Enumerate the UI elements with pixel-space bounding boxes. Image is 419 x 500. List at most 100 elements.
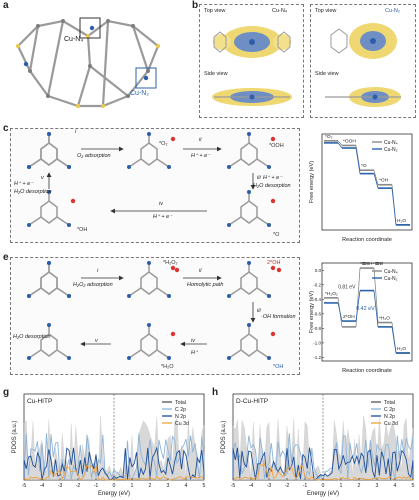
c-step-iv-num: iv [159, 201, 163, 207]
x-axis-label: Energy (eV) [307, 491, 339, 497]
legend-label: Total [175, 400, 186, 406]
top-view-label: Top view [204, 8, 226, 14]
c-step-v-text: H⁺ + e⁻ [14, 181, 34, 187]
y-axis-label: PDOS (a.u.) [221, 421, 227, 454]
legend-label: Total [384, 400, 395, 406]
x-tick-label: 4 [394, 483, 397, 489]
x-tick-label: 3 [376, 483, 379, 489]
y-tick-label: -1.0 [313, 340, 321, 345]
state-label: *O₂ [325, 134, 333, 140]
pdos-d-cu-hitp-chart: -5 -4 -3 -2 -1 0 1 2 3 4 5 Energy (eV) PDOS (a.u.) D-… [221, 393, 415, 497]
e-step-v-text: H₂O desorption [13, 334, 51, 340]
species-o2: *O₂ [159, 141, 168, 147]
legend-label: C 2p [175, 407, 186, 413]
c-step-iv-text: H⁺ + e⁻ [153, 214, 173, 220]
side-view-density-image [212, 88, 292, 106]
orr-mechanism-scheme: i O₂ adsorption *O₂ ii H⁺ + e⁻ *OOH iii … [10, 128, 300, 243]
x-tick-label: -5 [22, 483, 27, 489]
species-oh: *OH [273, 364, 284, 370]
state-label: *OOH [343, 138, 356, 144]
x-axis-label: Reaction coordinate [342, 368, 392, 374]
free-energy-h2o2-chart: *H₂O₂ 2*OH *OH+·OH *H₂O H₂O 0.0 -0.2 -0.4 -0.6 -0… [309, 261, 413, 374]
energy-connector [391, 188, 397, 225]
chart-title: D-Cu-HITP [236, 398, 268, 405]
e-step-v-num: v [95, 338, 98, 344]
y-tick-label: -0.4 [313, 297, 321, 302]
charge-density-cu-n4: Top view Cu-N₄ Side view [199, 4, 304, 118]
x-tick-label: -4 [40, 483, 45, 489]
species-ooh: *OOH [269, 143, 284, 149]
x-axis-label: Reaction coordinate [342, 237, 392, 243]
energy-connector [373, 268, 379, 323]
panel-label-g: g [3, 387, 10, 398]
c-step-i-num: i [75, 129, 77, 135]
state-label: *OH+·OH [361, 261, 382, 267]
annotation-peak: *OH + ·OH [360, 261, 384, 267]
cu-n2-site-label: Cu-N₂ [130, 90, 150, 97]
plot-frame [321, 262, 413, 362]
x-tick-label: 5 [412, 483, 415, 489]
x-tick-label: -2 [76, 483, 81, 489]
chart-title: Cu-HITP [27, 398, 52, 405]
y-tick-label: -0.6 [313, 311, 321, 316]
x-tick-label: 1 [340, 483, 343, 489]
x-tick-label: -3 [58, 483, 63, 489]
x-tick-label: 4 [185, 483, 188, 489]
state-label: *H₂O₂ [325, 291, 338, 297]
species-2oh: 2*OH [267, 260, 281, 266]
c-step-iii-text: H⁺ + e⁻ [263, 175, 283, 181]
legend-label: Cu-N₂ [384, 147, 398, 153]
top-view-label: Top view [315, 8, 337, 14]
legend-label: N 2p [384, 414, 395, 420]
e-step-iv-text: H⁺ [191, 350, 198, 356]
x-axis-label: Energy (eV) [98, 491, 130, 497]
state-label: *H₂O [379, 316, 390, 322]
c-step-v-num: v [41, 175, 44, 181]
x-tick-label: 1 [131, 483, 134, 489]
x-tick-label: 2 [358, 483, 361, 489]
side-view-label: Side view [204, 71, 228, 77]
energy-connector [355, 290, 361, 322]
panel-label-b: b [192, 0, 199, 11]
y-tick-label: 0.0 [315, 268, 322, 273]
panel-label-h: h [212, 387, 219, 398]
cu-n4-site-label: Cu-N₄ [64, 36, 84, 43]
annotation-barrier-cu-n4: 0.81 eV [338, 284, 356, 290]
c-step-v-sub: H₂O desorption [14, 189, 52, 195]
state-label: *O [361, 163, 367, 169]
x-tick-label: -4 [249, 483, 254, 489]
x-tick-label: -1 [303, 483, 308, 489]
e-step-iv-num: iv [191, 338, 195, 344]
y-tick-label: -1.2 [313, 355, 321, 360]
c-step-iii-sub: H₂O desorption [253, 183, 291, 189]
charge-density-cu-n2: Top view Cu-N₂ Side view [310, 4, 416, 118]
species-oh: *OH [77, 227, 88, 233]
h2o2-scheme-drawing [26, 260, 282, 361]
energy-connector [373, 290, 379, 327]
pdos-curve-c-2p [23, 433, 205, 480]
x-tick-label: 0 [113, 483, 116, 489]
x-tick-label: 5 [203, 483, 206, 489]
y-axis-label: Free energy (eV) [309, 161, 315, 203]
energy-connector [337, 142, 343, 149]
side-view-density-image [325, 87, 401, 107]
annotation-barrier-cu-n2: 0.42 eV [356, 306, 375, 312]
species-label-cu-n2: Cu-N₂ [385, 8, 400, 14]
energy-connector [337, 140, 343, 146]
top-view-density-image [213, 26, 291, 58]
side-view-label: Side view [315, 71, 339, 77]
state-label: H₂O [397, 346, 406, 352]
species-label-cu-n4: Cu-N₄ [272, 8, 288, 14]
energy-connector [355, 145, 361, 171]
legend-label: Cu-N₄ [384, 140, 398, 146]
c-step-iii-num: iii [257, 175, 261, 181]
legend-label: N 2p [175, 414, 186, 420]
free-energy-orr-chart: *O₂ *OOH *O *OH H₂O Reaction coordinate Free e… [309, 133, 413, 243]
y-tick-label: -0.8 [313, 326, 321, 331]
legend-label: Cu-N₄ [384, 269, 398, 275]
e-step-iii-num: iii [257, 308, 261, 314]
energy-connector [337, 302, 343, 322]
y-axis-label: PDOS (a.u.) [12, 421, 18, 454]
x-tick-label: 2 [149, 483, 152, 489]
energy-connector [373, 173, 379, 189]
